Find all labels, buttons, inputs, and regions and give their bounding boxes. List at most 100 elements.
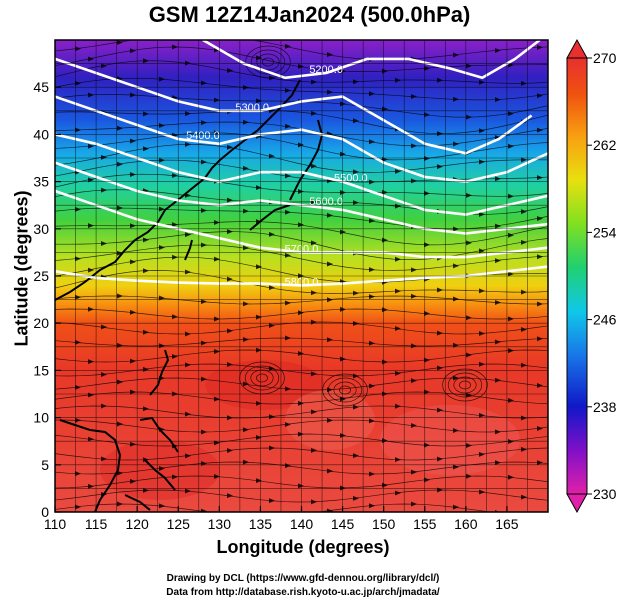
- streamline: [55, 475, 548, 489]
- wind-arrow: [424, 190, 430, 196]
- wind-arrow: [479, 128, 485, 134]
- wind-arrow: [327, 212, 333, 218]
- streamline: [55, 159, 548, 183]
- y-tick-label: 30: [33, 221, 49, 237]
- wind-arrow: [143, 111, 149, 117]
- wind-arrow: [130, 172, 136, 178]
- wind-arrow: [130, 48, 136, 54]
- wind-arrow: [214, 473, 220, 479]
- y-tick-label: 45: [33, 79, 49, 95]
- wind-arrow: [340, 189, 346, 195]
- wind-arrow: [495, 176, 501, 182]
- wind-arrow: [353, 321, 359, 327]
- x-tick-label: 125: [167, 516, 191, 532]
- streamline: [55, 173, 548, 197]
- wind-arrow: [369, 340, 375, 346]
- wind-arrow: [353, 200, 359, 206]
- wind-arrow: [256, 185, 262, 191]
- wind-arrow: [201, 242, 207, 248]
- wind-arrow: [159, 157, 165, 163]
- wind-arrow: [130, 441, 136, 447]
- wind-arrow: [201, 429, 207, 435]
- wind-arrow: [327, 417, 333, 423]
- wind-arrow: [227, 493, 233, 499]
- wind-arrow: [201, 376, 207, 382]
- vortex-swirl: [327, 377, 363, 403]
- vortex-swirl: [244, 365, 280, 391]
- wind-arrow: [495, 258, 501, 264]
- wind-arrow: [453, 504, 459, 510]
- wind-arrow: [75, 384, 81, 390]
- wind-arrow: [214, 256, 220, 262]
- wind-arrow: [130, 92, 136, 98]
- wind-arrow: [88, 92, 94, 98]
- colorbar-tick-label: 254: [593, 224, 617, 240]
- coastlines: [55, 79, 324, 512]
- streamline: [55, 447, 548, 461]
- wind-arrow: [101, 154, 107, 160]
- wind-arrow: [101, 456, 107, 462]
- wind-arrow: [185, 362, 191, 368]
- wind-arrow: [395, 490, 401, 496]
- wind-arrow: [466, 443, 472, 449]
- wind-arrow: [75, 256, 81, 262]
- wind-arrow: [101, 63, 107, 69]
- wind-arrow: [227, 67, 233, 73]
- y-tick-label: 25: [33, 268, 49, 284]
- wind-arrow: [537, 513, 543, 518]
- wind-arrow: [227, 229, 233, 235]
- wind-arrow: [437, 365, 443, 371]
- wind-arrow: [411, 178, 417, 184]
- wind-arrow: [172, 314, 178, 320]
- wind-arrow: [340, 433, 346, 439]
- vortex-swirl: [245, 45, 291, 79]
- x-tick-label: 110: [44, 516, 67, 532]
- wind-arrow: [395, 403, 401, 409]
- wind-arrow: [285, 252, 291, 258]
- wind-arrow: [395, 370, 401, 376]
- vortex-swirl: [256, 373, 268, 383]
- wind-arrow: [243, 301, 249, 307]
- wind-arrow: [88, 306, 94, 312]
- wind-arrow: [214, 440, 220, 446]
- wind-arrow: [285, 209, 291, 215]
- wind-arrow: [353, 404, 359, 410]
- x-tick-label: 160: [454, 516, 478, 532]
- wind-arrow: [369, 294, 375, 300]
- wind-arrow: [437, 330, 443, 336]
- wind-arrow: [88, 267, 94, 273]
- vortex-swirl: [459, 380, 471, 390]
- wind-arrow: [159, 465, 165, 471]
- wind-arrow: [298, 431, 304, 437]
- wind-arrow: [298, 63, 304, 69]
- streamline: [55, 419, 548, 433]
- wind-arrow: [395, 288, 401, 294]
- streamline: [55, 489, 548, 503]
- wind-arrow: [75, 294, 81, 300]
- wind-arrow: [424, 442, 430, 448]
- wind-arrow: [395, 256, 401, 262]
- wind-arrow: [298, 351, 304, 357]
- wind-arrow: [101, 403, 107, 409]
- wind-arrow: [214, 396, 220, 402]
- wind-arrow: [495, 223, 501, 229]
- wind-arrow: [227, 361, 233, 367]
- colorbar-tick-label: 270: [593, 50, 617, 66]
- wind-arrow: [201, 340, 207, 346]
- wind-arrow: [172, 173, 178, 179]
- wind-arrow: [285, 87, 291, 93]
- wind-arrow: [159, 76, 165, 82]
- x-tick-label: 145: [331, 516, 355, 532]
- wind-arrow: [521, 326, 527, 332]
- wind-arrow: [437, 487, 443, 493]
- wind-arrow: [227, 328, 233, 334]
- wind-arrow: [185, 411, 191, 417]
- wind-arrow: [185, 269, 191, 275]
- wind-arrow: [353, 290, 359, 296]
- wind-arrow: [311, 79, 317, 85]
- y-tick-label: 35: [33, 174, 49, 190]
- wind-arrow: [369, 503, 375, 509]
- streamline: [55, 143, 548, 173]
- x-tick-label: 115: [85, 516, 108, 532]
- wind-arrow: [340, 101, 346, 107]
